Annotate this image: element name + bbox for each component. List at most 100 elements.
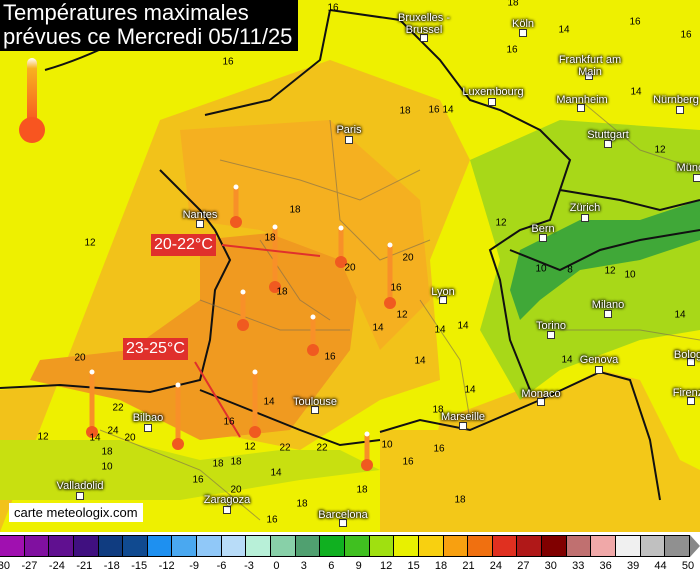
city-marker bbox=[345, 136, 353, 144]
thermometer-icon bbox=[269, 224, 281, 293]
thermometer-icon bbox=[384, 242, 396, 309]
city-marker bbox=[676, 106, 684, 114]
contour-value: 18 bbox=[264, 232, 276, 244]
scale-swatch bbox=[24, 536, 50, 556]
scale-tick-label: 39 bbox=[626, 560, 640, 572]
contour-value: 14 bbox=[270, 467, 282, 479]
city-label: Nürnberg bbox=[653, 94, 699, 106]
contour-value: 16 bbox=[433, 443, 445, 455]
iberia-cool-area bbox=[0, 440, 380, 500]
france-interior-area bbox=[180, 120, 430, 350]
scale-tick-label: -24 bbox=[48, 560, 65, 572]
thermometer-icon bbox=[19, 58, 45, 143]
scale-swatch bbox=[123, 536, 148, 556]
scale-tick-label: -30 bbox=[0, 560, 10, 572]
contour-value: 12 bbox=[244, 441, 256, 453]
thermometer-icon bbox=[249, 369, 261, 438]
scale-swatch bbox=[665, 536, 690, 556]
scale-swatch bbox=[517, 536, 543, 556]
scale-swatch bbox=[0, 536, 25, 556]
scale-swatch bbox=[49, 536, 74, 556]
scale-tick-label: 27 bbox=[517, 560, 530, 572]
scale-swatch bbox=[221, 536, 247, 556]
contour-value: 18 bbox=[454, 494, 466, 506]
city-label: Barcelona bbox=[318, 509, 368, 521]
scale-swatch bbox=[492, 536, 518, 556]
city-marker bbox=[604, 310, 612, 318]
contour-value: 8 bbox=[567, 264, 573, 276]
city-marker bbox=[144, 424, 152, 432]
contour-value: 10 bbox=[101, 461, 113, 473]
scale-tick-label: -15 bbox=[131, 560, 148, 572]
contour-value: 22 bbox=[279, 442, 291, 454]
color-scale-bar bbox=[0, 535, 690, 557]
city-label: Bruxelles - Brussel bbox=[398, 12, 450, 36]
contour-value: 14 bbox=[442, 104, 454, 116]
contour-value: 20 bbox=[230, 484, 242, 496]
scale-swatch bbox=[369, 536, 395, 556]
contour-value: 14 bbox=[464, 384, 476, 396]
city-marker bbox=[577, 104, 585, 112]
scale-swatch bbox=[468, 536, 493, 556]
scale-tick-label: 3 bbox=[300, 560, 307, 572]
scale-tick-label: 36 bbox=[599, 560, 612, 572]
city-marker bbox=[223, 506, 231, 514]
contour-value: 16 bbox=[506, 44, 518, 56]
region-borders bbox=[99, 99, 700, 521]
scale-swatch bbox=[98, 536, 124, 556]
city-label: Zaragoza bbox=[203, 494, 251, 506]
contour-value: 16 bbox=[428, 104, 440, 116]
scale-tick-label: 0 bbox=[273, 560, 280, 572]
contour-value: 20 bbox=[74, 352, 86, 364]
scale-swatch bbox=[271, 536, 296, 556]
contour-value: 16 bbox=[327, 2, 339, 14]
contour-value: 16 bbox=[266, 514, 278, 526]
scale-tick-label: 33 bbox=[572, 560, 585, 572]
contour-value: 12 bbox=[84, 237, 96, 249]
city-label: Paris bbox=[336, 124, 362, 136]
city-label: Toulouse bbox=[292, 396, 338, 408]
scale-swatch bbox=[197, 536, 222, 556]
contour-value: 18 bbox=[276, 286, 288, 298]
contour-value: 10 bbox=[381, 439, 393, 451]
title-line-1: Températures maximales bbox=[3, 0, 249, 25]
thermometer-icon bbox=[172, 382, 184, 450]
scale-tick-label: -6 bbox=[216, 560, 227, 572]
scale-swatch bbox=[591, 536, 617, 556]
contour-value: 20 bbox=[344, 262, 356, 274]
city-marker bbox=[76, 492, 84, 500]
contour-value: 14 bbox=[414, 355, 426, 367]
scale-tick-label: 18 bbox=[434, 560, 448, 572]
contour-value: 16 bbox=[222, 56, 234, 68]
scale-swatch bbox=[172, 536, 198, 556]
scale-tick-label: -27 bbox=[21, 560, 38, 572]
contour-value: 16 bbox=[402, 456, 414, 468]
city-marker bbox=[547, 331, 555, 339]
temperature-map bbox=[0, 0, 700, 532]
thermometer-icon bbox=[361, 431, 373, 471]
thermometer-icon bbox=[230, 184, 242, 228]
contour-value: 16 bbox=[324, 351, 336, 363]
contour-value: 18 bbox=[230, 456, 242, 468]
scale-swatch bbox=[542, 536, 567, 556]
scale-tick-label: 30 bbox=[544, 560, 557, 572]
city-label: Stuttgart bbox=[587, 129, 629, 141]
scale-tick-label: 44 bbox=[654, 560, 667, 572]
map-title: Températures maximales prévues ce Mercre… bbox=[0, 0, 299, 51]
contour-value: 12 bbox=[396, 309, 408, 321]
contour-value: 10 bbox=[624, 269, 636, 281]
thermometer-icon bbox=[86, 369, 98, 438]
city-label: Münc bbox=[676, 162, 700, 174]
city-label: Torino bbox=[536, 320, 566, 332]
contour-value: 18 bbox=[212, 458, 224, 470]
contour-value: 14 bbox=[372, 322, 384, 334]
city-marker bbox=[539, 234, 547, 242]
scale-tick-label: 12 bbox=[380, 560, 393, 572]
scale-tick-label: -3 bbox=[244, 560, 254, 572]
coastline bbox=[0, 9, 661, 501]
alps-green-area bbox=[510, 200, 700, 320]
contour-value: 18 bbox=[432, 404, 444, 416]
city-marker bbox=[687, 397, 695, 405]
contour-value: 12 bbox=[654, 144, 666, 156]
thermometer-icon bbox=[307, 314, 319, 356]
